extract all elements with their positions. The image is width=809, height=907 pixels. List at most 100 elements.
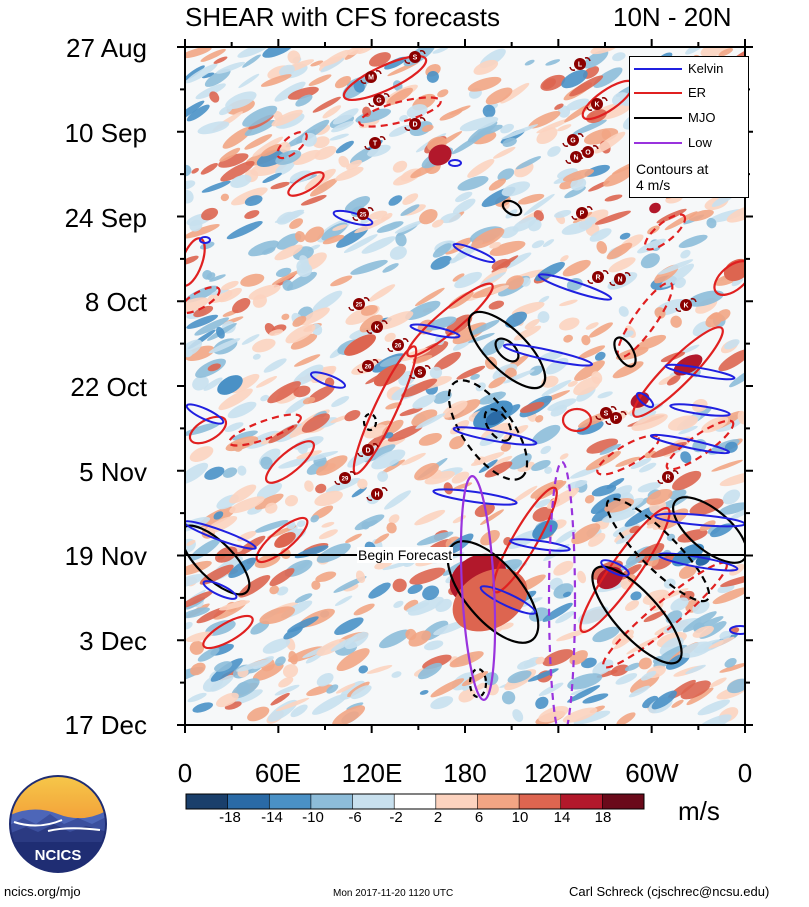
kelvin-contour xyxy=(202,580,238,600)
shading-cell xyxy=(256,376,278,388)
shading-cell xyxy=(685,664,706,675)
shading-cell xyxy=(553,560,574,576)
shading-cell xyxy=(602,509,636,523)
shading-cell xyxy=(278,676,294,688)
shading-cell xyxy=(630,591,642,601)
shading-cell xyxy=(238,73,260,89)
colorbar-swatch xyxy=(310,794,354,809)
shading-cell xyxy=(302,451,339,462)
shading-cell xyxy=(205,515,238,534)
shading-peak xyxy=(274,532,296,548)
shading-cell xyxy=(368,284,396,302)
shading-cell xyxy=(366,665,393,674)
er-contour xyxy=(352,345,418,475)
shading-cell xyxy=(386,522,397,534)
kelvin-contour xyxy=(600,559,630,577)
colorbar-swatch xyxy=(186,794,229,809)
shading-cell xyxy=(570,177,587,191)
shading-cell xyxy=(310,515,320,523)
shading-cell xyxy=(561,221,593,235)
shading-cell xyxy=(304,168,336,191)
shading-cell xyxy=(358,665,369,674)
shading-cell xyxy=(729,507,745,521)
shading-cell xyxy=(271,269,302,285)
colorbar xyxy=(185,793,645,810)
colorbar-swatch xyxy=(477,794,520,809)
shading-cell xyxy=(402,193,419,205)
shading-cell xyxy=(488,178,507,191)
shading-cell xyxy=(637,482,662,493)
shading-cell xyxy=(706,217,717,229)
shading-cell xyxy=(232,430,258,441)
shading-cell xyxy=(282,279,294,291)
shading-cell xyxy=(279,141,291,153)
shading-cell xyxy=(219,147,241,162)
shading-cell xyxy=(682,611,717,633)
shading-cell xyxy=(185,190,194,204)
shading-cell xyxy=(355,570,366,583)
shading-cell xyxy=(593,67,623,88)
shading-cell xyxy=(537,311,550,323)
wave-contours xyxy=(185,54,745,725)
storm-marker: L xyxy=(569,57,591,71)
shading-cell xyxy=(269,329,284,336)
colorbar-swatch xyxy=(602,794,645,809)
shading-cell xyxy=(724,658,737,668)
shading-cell xyxy=(534,261,565,282)
shading-cell xyxy=(594,210,631,225)
shading-cell xyxy=(192,702,214,713)
shading-cell xyxy=(473,59,499,75)
shading-cell xyxy=(459,116,499,132)
shading-cell xyxy=(640,253,660,269)
shading-cell xyxy=(229,484,257,504)
shading-cell xyxy=(392,578,407,593)
shading-cell xyxy=(207,363,221,372)
colorbar-swatch xyxy=(435,794,478,809)
shading-peak xyxy=(344,334,376,356)
shading-cell xyxy=(292,315,307,327)
shading-cell xyxy=(541,379,572,397)
shading-cell xyxy=(615,346,649,361)
shading-cell xyxy=(592,659,614,676)
shading-cell xyxy=(433,390,452,404)
storm-label: 25 xyxy=(356,303,363,309)
shading-cell xyxy=(562,169,595,182)
shading-cell xyxy=(555,610,575,624)
shading-cell xyxy=(678,234,708,249)
shading-peak xyxy=(428,144,452,166)
shading-cell xyxy=(221,280,239,291)
shading-cell xyxy=(657,259,694,275)
shading-cell xyxy=(353,80,365,93)
shading-cell xyxy=(705,312,723,328)
shading-cell xyxy=(528,219,542,232)
shading-peak xyxy=(217,375,243,395)
shading-cell xyxy=(709,677,727,688)
footer-url[interactable]: ncics.org/mjo xyxy=(4,884,81,899)
shading-cell xyxy=(488,300,505,310)
shading-cell xyxy=(686,687,714,706)
shading-cell xyxy=(562,259,591,277)
shading-cell xyxy=(646,523,658,529)
shading-peak xyxy=(649,202,661,214)
storm-marker: P xyxy=(605,411,627,425)
shading-cell xyxy=(588,532,606,547)
shading-cell xyxy=(351,486,367,498)
shading-cell xyxy=(382,263,399,273)
shading-cell xyxy=(449,651,484,668)
shading-cell xyxy=(265,502,278,514)
ncics-logo[interactable]: NCICS xyxy=(8,774,108,874)
shading-cell xyxy=(236,658,273,672)
shading-cell xyxy=(363,424,388,439)
shading-cell xyxy=(561,69,588,89)
storm-label: K xyxy=(594,102,599,109)
shading-cell xyxy=(296,259,310,274)
shading-cell xyxy=(615,456,641,467)
shading-cell xyxy=(488,376,507,389)
shading-cell xyxy=(185,516,211,533)
shading-cell xyxy=(500,442,512,452)
kelvin-contour xyxy=(635,391,655,409)
chart-region-title: 10N - 20N xyxy=(613,2,732,32)
shading-cell xyxy=(374,533,390,544)
shading-cell xyxy=(567,673,603,690)
